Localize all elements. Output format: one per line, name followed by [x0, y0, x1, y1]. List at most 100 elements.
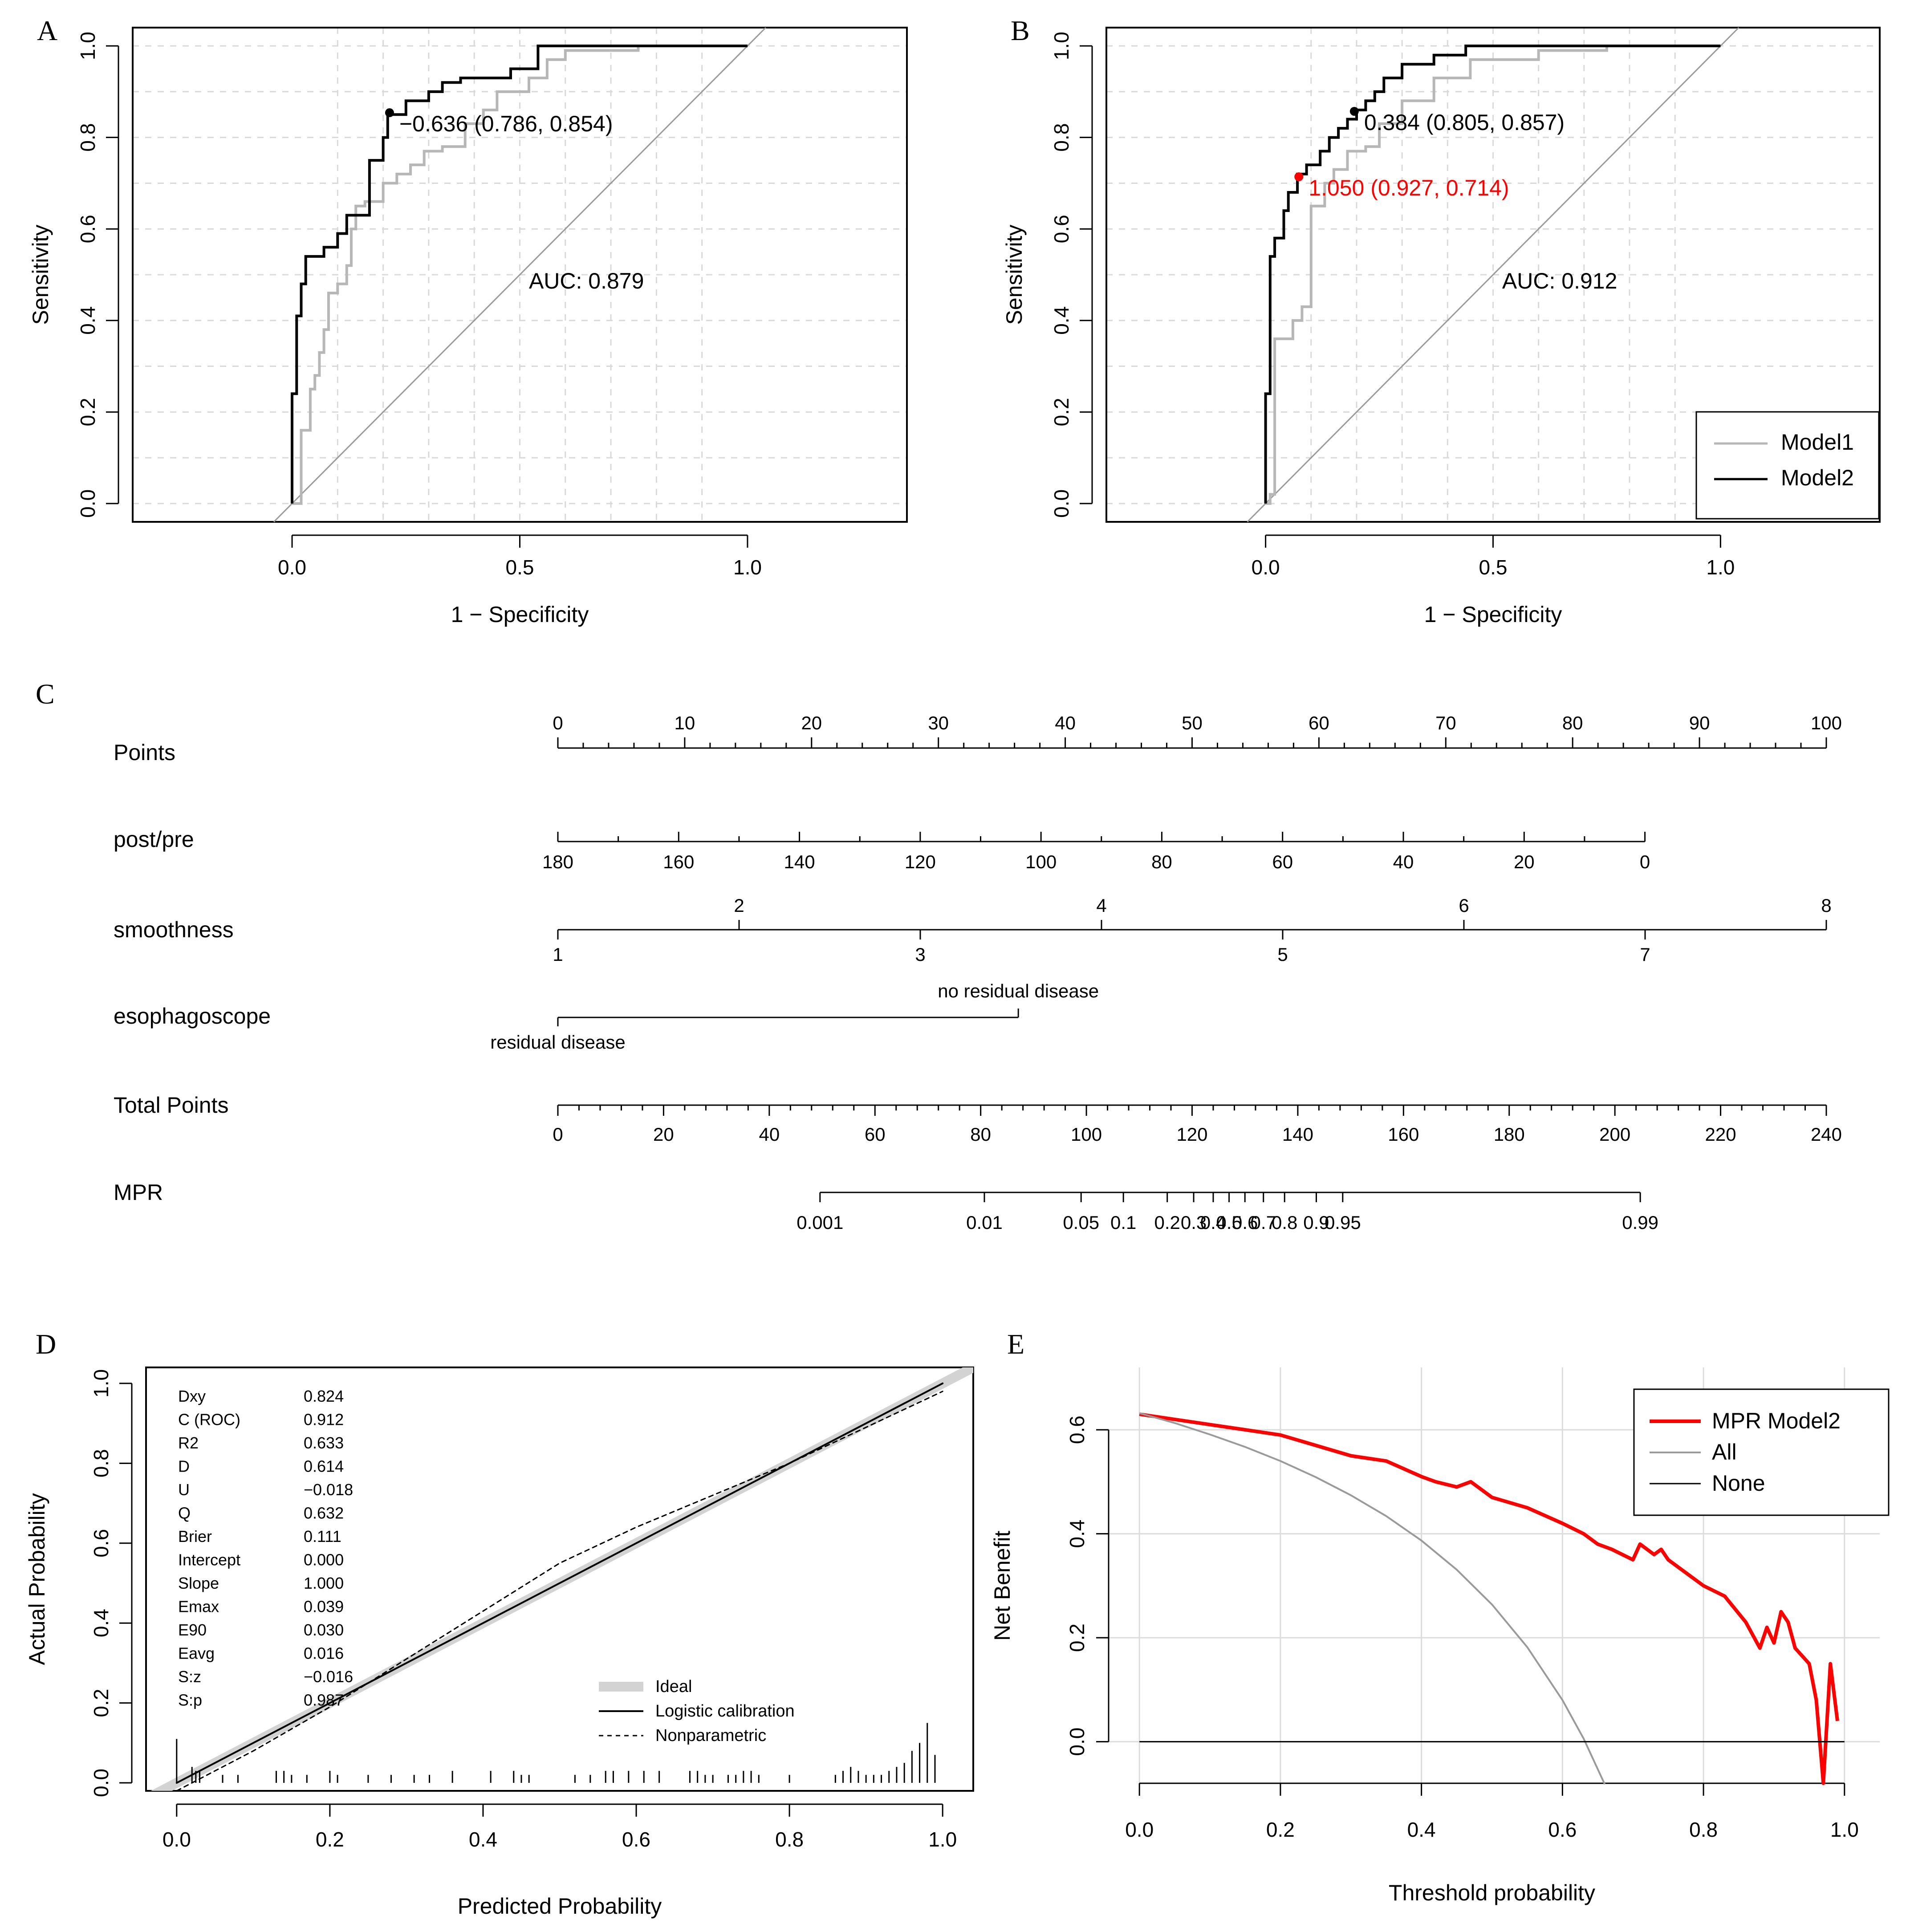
stat-name: Eavg [178, 1644, 215, 1663]
smoothness-tick-label: 6 [1459, 895, 1469, 916]
x-tick-label: 0.6 [1548, 1818, 1577, 1841]
panel-label: E [1007, 1328, 1024, 1360]
total-points-tick-label: 80 [970, 1124, 991, 1145]
y-axis-label: Actual Probability [24, 1493, 49, 1665]
post-pre-tick-label: 120 [905, 851, 936, 872]
y-axis-label: Net Benefit [990, 1531, 1015, 1641]
total-points-tick-label: 220 [1705, 1124, 1736, 1145]
stat-value: 0.000 [304, 1551, 344, 1569]
x-tick-label: 0.6 [622, 1828, 650, 1851]
post-pre-tick-label: 160 [663, 851, 694, 872]
mpr-tick-label: 0.5 [1216, 1212, 1242, 1233]
total-points-tick-label: 120 [1176, 1124, 1207, 1145]
auc-label: AUC: 0.912 [1502, 268, 1617, 293]
legend-label: Nonparametric [655, 1726, 766, 1745]
post-pre-tick-label: 140 [784, 851, 815, 872]
x-axis-label: Threshold probability [1389, 1880, 1595, 1905]
y-tick-label: 1.0 [1050, 32, 1073, 60]
threshold-point [385, 108, 394, 118]
mpr-tick-label: 0.8 [1272, 1212, 1297, 1233]
panel-label: A [37, 15, 57, 46]
post-pre-tick-label: 60 [1272, 851, 1293, 872]
threshold-label: −0.636 (0.786, 0.854) [399, 111, 613, 136]
esophagoscope-level-label: residual disease [490, 1032, 626, 1053]
legend-label: Logistic calibration [655, 1702, 795, 1720]
mpr-tick-label: 0.1 [1110, 1212, 1136, 1233]
mpr-tick-label: 0.3 [1181, 1212, 1207, 1233]
points-tick-label: 10 [675, 712, 695, 733]
stat-name: S:z [178, 1668, 201, 1686]
x-tick-label: 1.0 [1830, 1818, 1859, 1841]
total-points-tick-label: 60 [865, 1124, 886, 1145]
threshold-point [1294, 172, 1304, 182]
stat-value: −0.018 [304, 1481, 353, 1499]
stat-name: D [178, 1457, 190, 1476]
y-tick-label: 0.6 [1065, 1415, 1089, 1444]
smoothness-tick-label: 5 [1277, 944, 1288, 965]
panel-a-roc: A 0.0 0.5 1.0 0.0 0.2 0.4 0.6 0.8 1.0 1 − Specific… [28, 15, 908, 627]
nomogram-row-label: Points [114, 740, 175, 765]
stat-name: Q [178, 1504, 191, 1522]
legend-label: Model1 [1781, 430, 1854, 455]
points-tick-label: 40 [1055, 712, 1076, 733]
stat-name: E90 [178, 1621, 207, 1639]
series-line-reference [1247, 27, 1739, 523]
plot-frame [1105, 27, 1881, 523]
x-tick-label: 0.0 [163, 1828, 191, 1851]
total-points-tick-label: 100 [1071, 1124, 1102, 1145]
x-tick-label: 0.5 [1479, 556, 1508, 579]
plot-frame [145, 1367, 974, 1792]
y-axis-label: Sensitivity [1002, 224, 1027, 325]
series-line-model1 [292, 46, 640, 505]
smoothness-tick-label: 8 [1821, 895, 1831, 916]
x-tick-label: 0.0 [278, 556, 306, 579]
panel-d-calibration: D 0.0 0.0 0.2 0.2 0.4 0.4 0.6 0.6 0.8 0.8 1.0 1.0 Pre… [24, 1328, 974, 1919]
x-tick-label: 0.2 [1266, 1818, 1295, 1841]
y-tick-label: 0.0 [89, 1769, 113, 1797]
plot-frame [132, 27, 908, 523]
series-line-all [1139, 1412, 1606, 1785]
stat-value: 1.000 [304, 1574, 344, 1592]
x-axis-label: 1 − Specificity [1424, 602, 1562, 627]
stat-name: U [178, 1481, 190, 1499]
total-points-tick-label: 200 [1599, 1124, 1630, 1145]
total-points-tick-label: 0 [553, 1124, 563, 1145]
y-tick-label: 0.6 [89, 1529, 113, 1558]
x-axis-label: Predicted Probability [458, 1894, 662, 1919]
y-tick-label: 0.8 [1050, 123, 1073, 152]
points-tick-label: 80 [1562, 712, 1583, 733]
plot-area [150, 1367, 973, 1791]
stat-name: Dxy [178, 1387, 206, 1405]
points-tick-label: 50 [1182, 712, 1203, 733]
post-pre-tick-label: 0 [1640, 851, 1650, 872]
panel-e-decision-curve: E 0.0 0.2 0.4 0.6 0.8 1.0 0.0 0.2 0.4 0.6 Threshold… [990, 1328, 1890, 1905]
y-tick-label: 0.6 [76, 215, 99, 243]
y-tick-label: 0.0 [1065, 1728, 1089, 1756]
nomogram-row-label: MPR [114, 1180, 163, 1205]
x-tick-label: 1.0 [928, 1828, 957, 1851]
nomogram-row-label: post/pre [114, 827, 194, 852]
stat-value: 0.824 [304, 1387, 344, 1405]
mpr-tick-label: 0.9 [1303, 1212, 1329, 1233]
x-tick-label: 0.8 [775, 1828, 804, 1851]
stat-value: 0.632 [304, 1504, 344, 1522]
series-line-model2 [291, 45, 748, 504]
threshold-point [1349, 107, 1359, 116]
stat-value: 0.912 [304, 1411, 344, 1429]
x-tick-label: 0.2 [316, 1828, 344, 1851]
total-points-tick-label: 40 [759, 1124, 780, 1145]
y-tick-label: 1.0 [89, 1369, 113, 1398]
y-tick-label: 1.0 [76, 32, 99, 60]
legend-label: Ideal [655, 1677, 692, 1696]
mpr-tick-label: 0.05 [1063, 1212, 1099, 1233]
series-line-nonparametric [176, 1391, 943, 1791]
legend-label: All [1712, 1440, 1737, 1464]
series-line-reference [273, 27, 766, 523]
stat-name: C (ROC) [178, 1411, 240, 1429]
panel-label: B [1011, 15, 1030, 46]
smoothness-tick-label: 7 [1640, 944, 1650, 965]
nomogram-row-label: esophagoscope [114, 1004, 271, 1029]
stat-name: Intercept [178, 1551, 240, 1569]
smoothness-tick-label: 1 [553, 944, 563, 965]
post-pre-tick-label: 80 [1151, 851, 1172, 872]
